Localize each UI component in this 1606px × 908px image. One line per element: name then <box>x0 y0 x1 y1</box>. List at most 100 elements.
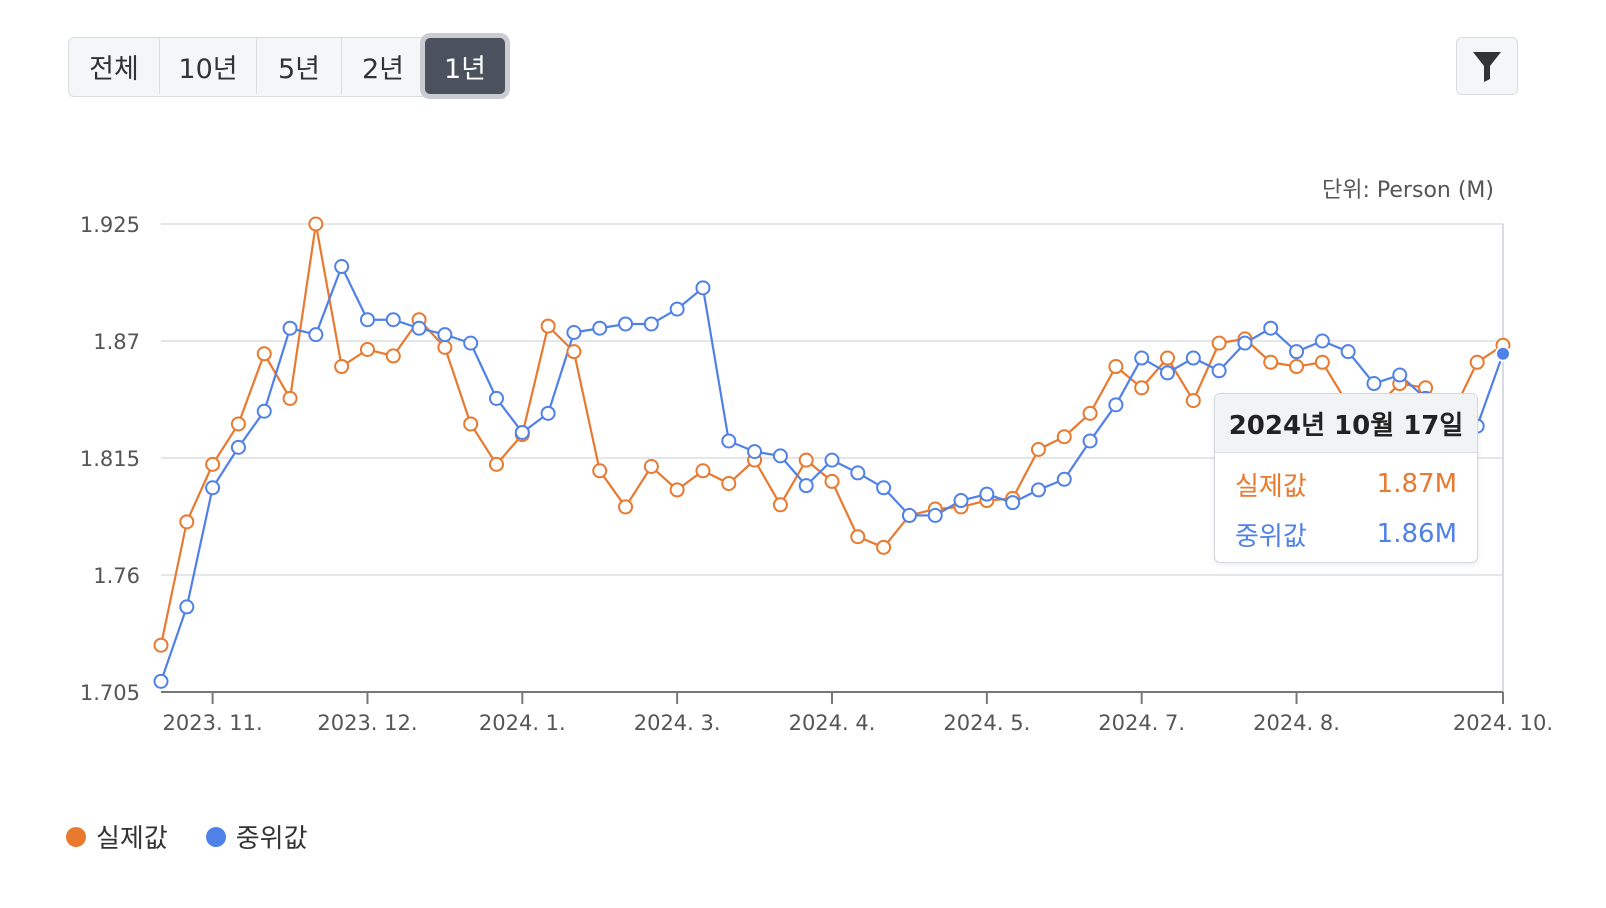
data-point-median <box>566 324 582 340</box>
data-point-median <box>385 312 401 328</box>
x-tick-label: 2024. 1. <box>479 711 566 735</box>
data-point-actual <box>1030 441 1046 457</box>
chart-legend: 실제값 중위값 <box>66 818 346 855</box>
data-point-actual <box>721 476 737 492</box>
data-point-median <box>308 327 324 343</box>
data-point-median <box>334 259 350 275</box>
data-point-actual <box>1185 393 1201 409</box>
tooltip-date: 2024년 10월 17일 <box>1215 394 1477 453</box>
x-tick-label: 2024. 5. <box>943 711 1030 735</box>
data-point-median <box>721 433 737 449</box>
data-point-median <box>359 312 375 328</box>
legend-item-actual[interactable]: 실제값 <box>66 818 168 855</box>
y-tick-label: 1.705 <box>80 681 140 705</box>
legend-label-median: 중위값 <box>235 824 308 854</box>
data-point-actual <box>1289 359 1305 375</box>
data-point-actual <box>489 456 504 472</box>
data-point-actual <box>1056 429 1072 445</box>
data-point-actual <box>1134 380 1150 396</box>
data-point-median <box>489 390 504 406</box>
range-button-1y[interactable]: 1년 <box>425 38 505 94</box>
data-point-actual <box>592 463 608 479</box>
data-point-median <box>979 486 995 502</box>
data-point-median <box>927 507 943 523</box>
data-point-median <box>1366 376 1382 392</box>
legend-item-median[interactable]: 중위값 <box>205 818 308 855</box>
x-tick-label: 2024. 7. <box>1098 711 1185 735</box>
data-point-median <box>1495 345 1511 362</box>
data-point-median <box>437 327 453 343</box>
data-point-actual <box>876 539 892 555</box>
data-point-median <box>669 301 685 317</box>
range-button-all[interactable]: 전체 <box>69 38 160 94</box>
x-tick-label: 2024. 4. <box>789 711 876 735</box>
data-point-actual <box>463 416 479 432</box>
tooltip-actual-label: 실제값 <box>1235 471 1307 502</box>
range-button-10y[interactable]: 10년 <box>160 38 257 94</box>
data-point-actual <box>437 339 453 355</box>
y-tick-label: 1.815 <box>80 447 140 471</box>
data-point-median <box>643 316 659 332</box>
data-point-median <box>1134 350 1150 366</box>
data-point-actual <box>695 463 711 479</box>
data-point-median <box>592 320 608 336</box>
data-point-actual <box>282 390 298 406</box>
data-point-actual <box>798 452 814 468</box>
data-point-actual <box>1469 354 1485 370</box>
data-point-median <box>540 405 556 421</box>
data-point-median <box>1237 335 1253 351</box>
data-point-median <box>205 480 221 496</box>
data-point-median <box>1392 367 1408 383</box>
data-point-median <box>411 320 427 336</box>
y-tick-label: 1.925 <box>80 213 140 237</box>
data-point-median <box>695 280 711 296</box>
funnel-icon <box>1473 52 1501 82</box>
data-point-median <box>953 493 969 509</box>
data-point-median <box>179 599 195 615</box>
legend-dot-median <box>205 826 226 847</box>
data-point-median <box>824 452 840 468</box>
data-point-median <box>1340 344 1356 360</box>
data-point-median <box>256 403 272 419</box>
data-point-median <box>798 478 814 494</box>
data-point-actual <box>540 318 556 334</box>
data-point-median <box>1082 433 1098 449</box>
y-tick-label: 1.87 <box>93 330 140 354</box>
data-point-actual <box>618 499 634 515</box>
data-point-actual <box>1160 350 1175 366</box>
data-point-actual <box>1314 354 1330 370</box>
unit-label: 단위: Person (M) <box>1322 178 1494 203</box>
data-point-median <box>901 507 917 523</box>
data-point-actual <box>850 529 866 545</box>
tooltip-actual-value: 1.87M <box>1376 469 1457 499</box>
x-tick-label: 2024. 8. <box>1253 711 1340 735</box>
x-tick-label: 2023. 12. <box>317 711 417 735</box>
data-point-median <box>1314 333 1330 349</box>
y-tick-label: 1.76 <box>93 564 140 588</box>
filter-button[interactable] <box>1456 37 1518 95</box>
data-point-actual <box>669 482 685 498</box>
data-point-median <box>1160 365 1175 381</box>
range-button-2y[interactable]: 2년 <box>342 38 425 94</box>
data-point-median <box>850 465 866 481</box>
data-point-median <box>1030 482 1046 498</box>
data-point-median <box>514 424 530 440</box>
data-point-actual <box>772 497 788 513</box>
legend-dot-actual <box>66 826 86 847</box>
x-tick-label: 2024. 3. <box>634 711 721 735</box>
data-point-actual <box>230 416 246 432</box>
tooltip-row-median: 중위값 1.86M <box>1215 509 1477 559</box>
data-point-actual <box>824 473 840 489</box>
chart-tooltip: 2024년 10월 17일 실제값 1.87M 중위값 1.86M <box>1214 393 1478 563</box>
data-point-actual <box>1108 359 1124 375</box>
data-point-actual <box>308 216 324 232</box>
data-point-median <box>772 448 788 464</box>
range-button-5y[interactable]: 5년 <box>257 38 342 94</box>
legend-label-actual: 실제값 <box>96 824 168 854</box>
data-point-actual <box>334 359 350 375</box>
data-point-median <box>463 335 479 351</box>
tooltip-median-value: 1.86M <box>1376 519 1457 549</box>
data-point-median <box>1289 344 1305 360</box>
data-point-median <box>230 439 246 455</box>
data-point-median <box>618 316 634 332</box>
